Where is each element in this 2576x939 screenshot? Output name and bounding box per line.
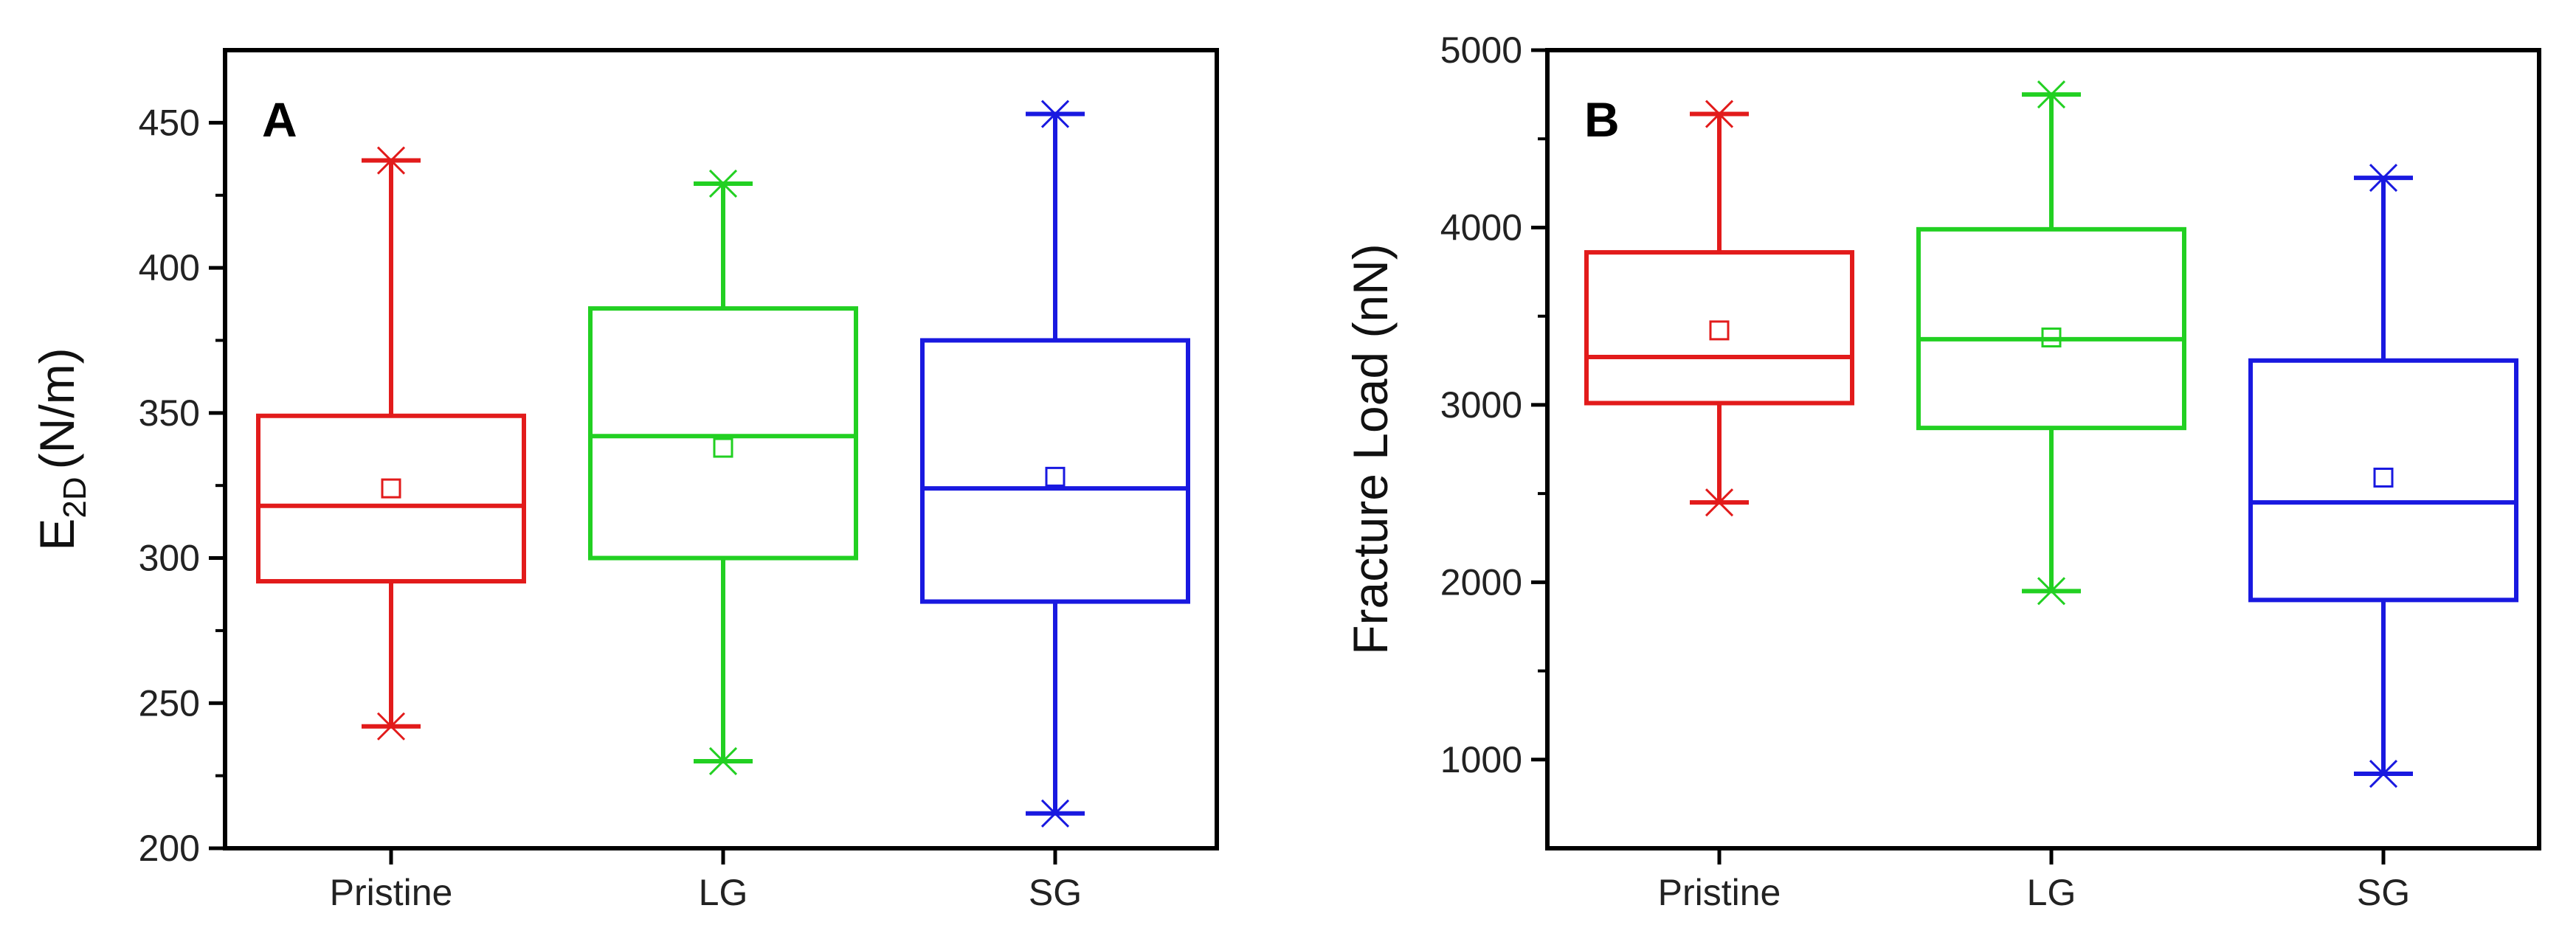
panel-b-box-pristine [1584, 100, 1854, 517]
iqr-box [256, 413, 526, 584]
marker-stroke [376, 146, 406, 175]
marker-stroke [708, 746, 738, 776]
panel-b-x-tick-label: LG [2027, 872, 2076, 913]
panel-a-y-axis-title-unit: (N/m) [30, 347, 84, 469]
max-marker [376, 146, 406, 175]
panel-b-plot-frame [1545, 48, 2541, 850]
panel-a-y-tick-label: 250 [139, 682, 200, 724]
panel-a-y-axis-title: E2D (N/m) [30, 347, 93, 550]
panel-a-x-tick-label: LG [699, 872, 748, 913]
marker-stroke [708, 169, 738, 198]
panel-b-y-tick-label: 1000 [1440, 739, 1522, 780]
panel-a-letter: A [262, 92, 297, 147]
panel-b-y-axis-title: Fracture Load (nN) [1343, 243, 1398, 655]
marker-stroke [1040, 100, 1070, 128]
panel-b-y-tick-label: 4000 [1440, 207, 1522, 248]
panel-a-box-lg [588, 169, 858, 776]
panel-a-y-tick-label: 200 [139, 828, 200, 869]
panel-b-box-lg [1916, 80, 2186, 606]
panel-a-y-tick-label: 300 [139, 538, 200, 579]
marker-stroke [1705, 488, 1734, 517]
iqr-box [1916, 226, 2186, 431]
panel-b-y-tick-label: 5000 [1440, 30, 1522, 71]
panel-b-x-tick-label: Pristine [1658, 872, 1781, 913]
max-marker [1705, 100, 1734, 128]
panel-a-box-sg [920, 100, 1190, 828]
panel-a-y-axis-title-main: E [30, 519, 84, 551]
panel-b-y-tick-label: 3000 [1440, 384, 1522, 426]
min-marker [1705, 488, 1734, 517]
panel-b-letter: B [1584, 92, 1620, 147]
panel-a-y-tick-label: 350 [139, 392, 200, 434]
iqr-box [2248, 358, 2518, 603]
panel-a-x-tick-label: Pristine [330, 872, 453, 913]
panel-a-y-tick-label: 450 [139, 102, 200, 143]
max-marker [708, 169, 738, 198]
marker-stroke [1705, 100, 1734, 128]
mean-marker [1709, 320, 1730, 341]
min-marker [1040, 799, 1070, 828]
marker-stroke [2369, 759, 2398, 789]
max-marker [2369, 164, 2398, 193]
marker-stroke [2037, 80, 2066, 109]
max-marker [2037, 80, 2066, 109]
min-marker [2369, 759, 2398, 789]
panel-a-y-axis-title-subscript: 2D [57, 477, 93, 518]
panel-b-x-tick-label: SG [2357, 872, 2410, 913]
iqr-box [1584, 250, 1854, 406]
panel-a-chart: A E2D (N/m) 200 250 300 350 400 450 Pristine LG S… [30, 48, 1219, 913]
mean-marker [381, 478, 401, 499]
mean-marker [1045, 466, 1066, 487]
min-marker [708, 746, 738, 776]
min-marker [2037, 577, 2066, 606]
panel-b-chart: B Fracture Load (nN) 1000 2000 3000 4000 500… [1343, 30, 2541, 913]
panel-a-box-pristine [256, 146, 526, 741]
mean-marker [713, 437, 733, 458]
marker-stroke [376, 712, 406, 741]
marker-stroke [1040, 799, 1070, 828]
min-marker [376, 712, 406, 741]
panel-a-y-tick-label: 400 [139, 247, 200, 288]
iqr-box [920, 338, 1190, 604]
marker-stroke [2369, 164, 2398, 193]
panel-b-box-sg [2248, 164, 2518, 789]
mean-marker [2041, 328, 2062, 348]
marker-stroke [2037, 577, 2066, 606]
panel-a-x-tick-label: SG [1029, 872, 1082, 913]
panel-a-plot-frame [223, 48, 1219, 850]
iqr-box [588, 306, 858, 561]
panel-b-y-tick-label: 2000 [1440, 561, 1522, 603]
max-marker [1040, 100, 1070, 128]
mean-marker [2373, 467, 2394, 488]
